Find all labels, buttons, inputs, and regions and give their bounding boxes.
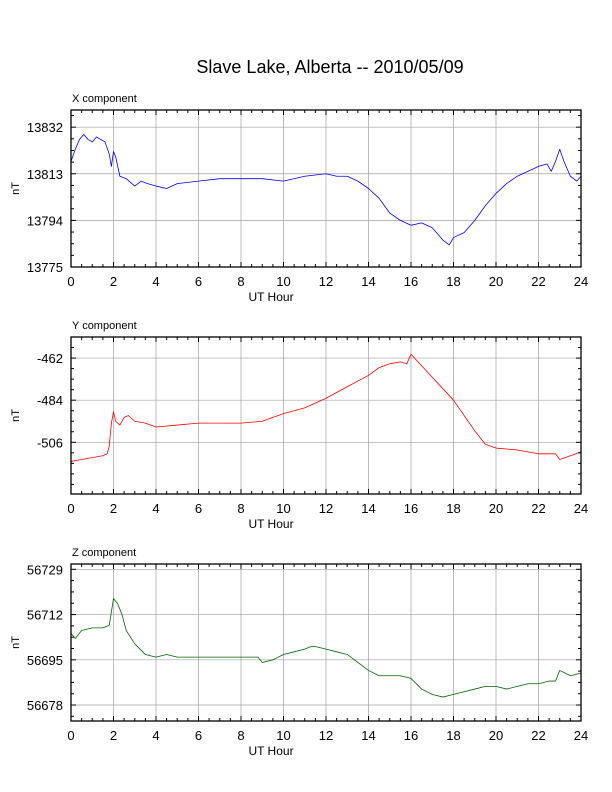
y-tick-label: 13775 — [27, 260, 63, 275]
chart-panel-3: 0 2 4 6 8 10 12 14 16 18 20 22 245672956712566955667… — [10, 547, 588, 758]
x-tick-label: 18 — [446, 274, 460, 289]
y-tick-label: -506 — [37, 435, 63, 450]
x-tick-label: 18 — [446, 728, 460, 743]
y-tick-label: -462 — [37, 351, 63, 366]
x-tick-label: 4 — [152, 274, 159, 289]
x-tick-label: 24 — [574, 501, 588, 516]
x-axis-label: UT Hour — [248, 517, 293, 531]
x-tick-label: 10 — [276, 501, 290, 516]
x-tick-label: 10 — [276, 274, 290, 289]
x-tick-label: 0 — [67, 501, 74, 516]
y-tick-label: 56729 — [27, 562, 63, 577]
x-tick-label: 20 — [489, 274, 503, 289]
x-tick-label: 12 — [319, 501, 333, 516]
y-axis-label: nT — [10, 636, 22, 649]
x-tick-label: 0 — [67, 274, 74, 289]
x-tick-label: 20 — [489, 728, 503, 743]
y-tick-label: 56678 — [27, 698, 63, 713]
x-tick-label: 12 — [319, 274, 333, 289]
series-line — [70, 353, 582, 462]
y-tick-label: 56695 — [27, 653, 63, 668]
panel-title: X component — [72, 93, 137, 105]
x-tick-label: 14 — [361, 501, 375, 516]
x-tick-label: 14 — [361, 274, 375, 289]
x-tick-label: 4 — [152, 501, 159, 516]
y-tick-label: -484 — [37, 393, 63, 408]
x-tick-label: 22 — [531, 728, 545, 743]
x-tick-label: 4 — [152, 728, 159, 743]
y-tick-label: 13794 — [27, 213, 63, 228]
x-tick-label: 16 — [404, 274, 418, 289]
chart-title: Slave Lake, Alberta -- 2010/05/09 — [196, 57, 464, 77]
x-tick-label: 0 — [67, 728, 74, 743]
x-tick-label: 8 — [237, 501, 244, 516]
x-tick-label: 6 — [195, 501, 202, 516]
x-tick-label: 24 — [574, 274, 588, 289]
x-tick-label: 14 — [361, 728, 375, 743]
x-tick-label: 2 — [110, 501, 117, 516]
panel-title: Z component — [72, 547, 136, 559]
y-tick-label: 56712 — [27, 608, 63, 623]
x-tick-label: 18 — [446, 501, 460, 516]
x-tick-label: 16 — [404, 728, 418, 743]
x-tick-label: 2 — [110, 728, 117, 743]
x-tick-label: 8 — [237, 274, 244, 289]
chart-panel-1: 0 2 4 6 8 10 12 14 16 18 20 22 241377513794138131383… — [10, 93, 588, 304]
x-axis-label: UT Hour — [248, 744, 293, 758]
x-tick-label: 20 — [489, 501, 503, 516]
x-tick-label: 8 — [237, 728, 244, 743]
x-tick-label: 22 — [531, 501, 545, 516]
y-axis-label: nT — [10, 182, 22, 195]
x-tick-label: 22 — [531, 274, 545, 289]
y-tick-label: 13832 — [27, 120, 63, 135]
series-line — [70, 134, 582, 246]
x-tick-label: 10 — [276, 728, 290, 743]
y-axis-label: nT — [10, 409, 22, 422]
x-tick-label: 2 — [110, 274, 117, 289]
x-tick-label: 6 — [195, 728, 202, 743]
series-line — [70, 598, 582, 698]
x-tick-label: 12 — [319, 728, 333, 743]
x-tick-label: 6 — [195, 274, 202, 289]
x-axis-label: UT Hour — [248, 290, 293, 304]
x-tick-label: 16 — [404, 501, 418, 516]
y-tick-label: 13813 — [27, 167, 63, 182]
x-tick-label: 24 — [574, 728, 588, 743]
panel-title: Y component — [72, 320, 137, 332]
